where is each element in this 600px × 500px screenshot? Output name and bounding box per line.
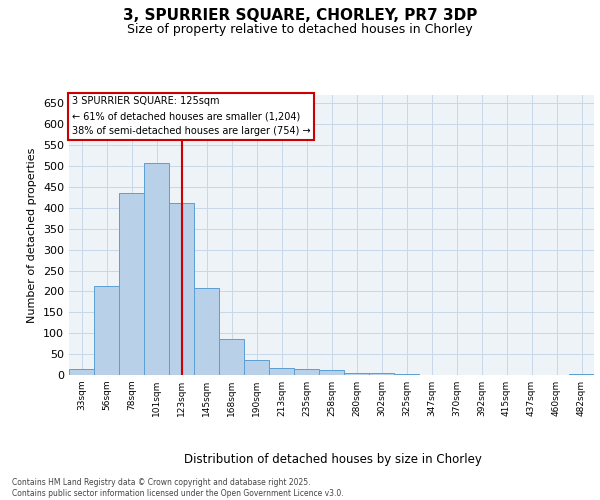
Bar bbox=[144, 163, 169, 375]
Bar bbox=[319, 370, 344, 375]
Text: 3, SPURRIER SQUARE, CHORLEY, PR7 3DP: 3, SPURRIER SQUARE, CHORLEY, PR7 3DP bbox=[123, 8, 477, 22]
Text: 3 SPURRIER SQUARE: 125sqm
← 61% of detached houses are smaller (1,204)
38% of se: 3 SPURRIER SQUARE: 125sqm ← 61% of detac… bbox=[71, 96, 310, 136]
Bar bbox=[69, 368, 94, 375]
Bar bbox=[569, 374, 594, 375]
Bar bbox=[94, 286, 119, 375]
Bar bbox=[219, 340, 244, 375]
Bar bbox=[169, 203, 194, 375]
Y-axis label: Number of detached properties: Number of detached properties bbox=[28, 148, 37, 322]
Text: Distribution of detached houses by size in Chorley: Distribution of detached houses by size … bbox=[184, 452, 482, 466]
Bar bbox=[394, 374, 419, 375]
Bar bbox=[269, 368, 294, 375]
Bar bbox=[194, 288, 219, 375]
Text: Contains HM Land Registry data © Crown copyright and database right 2025.
Contai: Contains HM Land Registry data © Crown c… bbox=[12, 478, 344, 498]
Bar bbox=[344, 373, 369, 375]
Bar bbox=[244, 360, 269, 375]
Bar bbox=[119, 193, 144, 375]
Bar bbox=[294, 368, 319, 375]
Text: Size of property relative to detached houses in Chorley: Size of property relative to detached ho… bbox=[127, 22, 473, 36]
Bar bbox=[369, 373, 394, 375]
